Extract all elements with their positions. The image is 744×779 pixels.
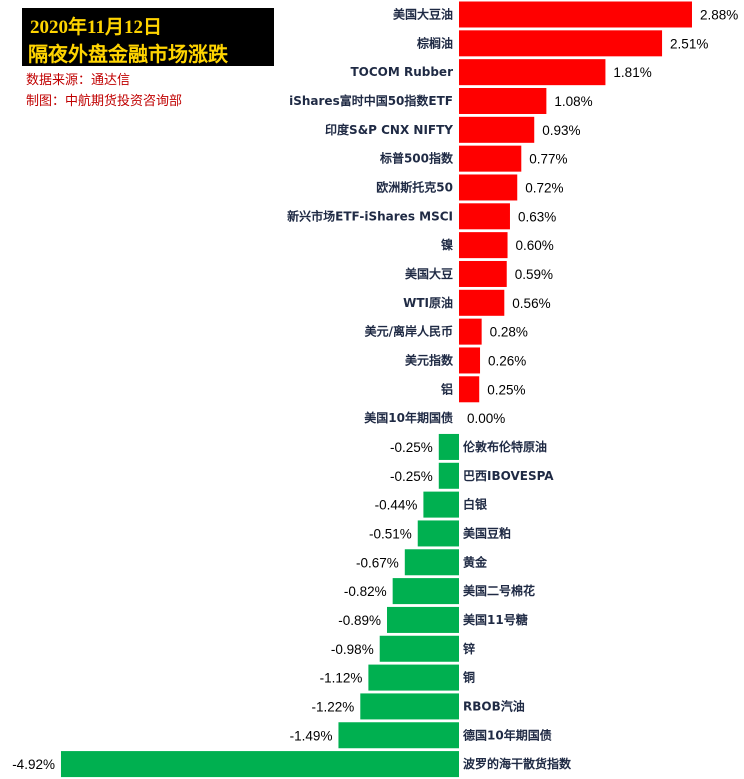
value-label: -0.51% [369,526,412,541]
bar [386,606,459,633]
category-label: 美国11号糖 [463,612,528,627]
category-label: 黄金 [463,554,488,569]
value-label: 0.72% [525,180,563,195]
bar [459,376,480,403]
value-label: -1.22% [312,699,355,714]
chart-title: 隔夜外盘金融市场涨跌 [28,42,228,66]
value-label: 0.77% [529,152,567,167]
bar [459,1,692,28]
category-label: 铝 [441,381,453,396]
value-label: 0.26% [488,353,526,368]
value-label: 2.88% [700,8,738,23]
category-label: 波罗的海干散货指数 [463,756,572,771]
category-label: 铜 [463,670,475,685]
bar [417,520,459,547]
value-label: 0.56% [512,296,550,311]
category-label: WTI原油 [403,295,453,310]
bar [360,693,459,720]
category-label: 镍 [441,237,453,252]
bar [459,145,522,172]
category-label: RBOB汽油 [463,698,525,713]
value-label: -1.12% [320,671,363,686]
bar [60,751,460,778]
bar [459,116,535,143]
value-label: 0.28% [490,325,528,340]
value-label: 1.81% [613,65,651,80]
value-label: -0.67% [356,555,399,570]
category-label: 印度S&P CNX NIFTY [325,122,453,137]
category-label: 新兴市场ETF-iShares MSCI [287,208,453,223]
value-label: 0.25% [487,382,525,397]
value-label: 1.08% [554,94,592,109]
value-label: -0.25% [390,440,433,455]
category-label: 欧洲斯托克50 [376,179,453,194]
category-label: 美国大豆油 [393,7,453,22]
category-label: 美国大豆 [405,266,453,281]
bar [423,491,459,518]
bar [379,635,459,662]
bar [392,578,459,605]
bar [438,462,459,489]
value-label: -1.49% [290,728,333,743]
category-label: TOCOM Rubber [350,65,453,79]
bar [459,174,518,201]
category-label: iShares富时中国50指数ETF [289,93,453,108]
bar [459,203,510,230]
bar [459,30,663,57]
value-label: -0.98% [331,642,374,657]
category-label: 标普500指数 [379,151,454,166]
category-label: 美国二号棉花 [463,583,535,598]
value-label: 0.59% [515,267,553,282]
bar [459,318,482,345]
category-label: 美元/离岸人民币 [365,324,453,339]
bar [459,289,505,316]
value-label: -0.89% [338,613,381,628]
value-label: -0.25% [390,469,433,484]
value-label: -0.82% [344,584,387,599]
category-label: 棕榈油 [416,35,453,50]
value-label: 0.93% [542,123,580,138]
value-label: 0.00% [467,411,505,426]
value-label: 0.60% [516,238,554,253]
title-date: 2020年11月12日 [30,17,162,38]
bar [338,722,459,749]
bar [438,433,459,460]
bar [459,232,508,259]
category-label: 美元指数 [405,352,454,367]
bar [459,87,547,114]
bar [459,347,481,374]
category-label: 美国10年期国债 [364,410,453,425]
bar [459,260,507,287]
value-label: -0.44% [375,498,418,513]
maker-note: 制图：中航期货投资咨询部 [26,94,183,109]
data-source-note: 数据来源：通达信 [26,73,131,88]
category-label: 白银 [463,497,488,512]
title-box: 2020年11月12日 隔夜外盘金融市场涨跌 [22,8,274,66]
bar [459,59,606,86]
category-label: 德国10年期国债 [463,727,552,742]
category-label: 巴西IBOVESPA [463,469,554,483]
value-label: 2.51% [670,36,708,51]
bar [368,664,459,691]
value-label: -4.92% [12,757,55,772]
category-label: 美国豆粕 [463,525,511,540]
bar [404,549,459,576]
category-label: 锌 [463,641,475,656]
category-label: 伦敦布伦特原油 [463,439,547,454]
value-label: 0.63% [518,209,556,224]
